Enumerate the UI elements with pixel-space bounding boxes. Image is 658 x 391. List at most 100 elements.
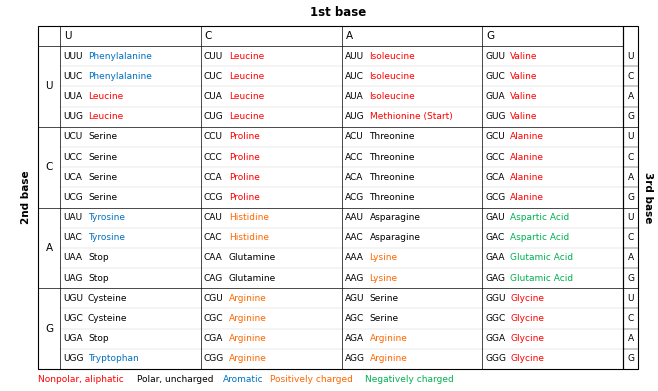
Text: CGC: CGC <box>204 314 223 323</box>
Text: Lysine: Lysine <box>370 253 397 262</box>
Text: ACC: ACC <box>345 152 363 161</box>
Text: Asparagine: Asparagine <box>370 233 420 242</box>
Text: Valine: Valine <box>510 52 538 61</box>
Text: C: C <box>627 233 634 242</box>
Text: Glutamic Acid: Glutamic Acid <box>510 274 573 283</box>
Text: Proline: Proline <box>229 152 260 161</box>
Text: GGG: GGG <box>485 354 506 363</box>
Text: AUU: AUU <box>345 52 364 61</box>
Text: UUU: UUU <box>63 52 82 61</box>
Text: U: U <box>45 81 53 91</box>
Text: A: A <box>345 31 353 41</box>
Text: Serine: Serine <box>88 132 117 141</box>
Text: G: G <box>627 354 634 363</box>
Text: C: C <box>205 31 212 41</box>
Text: AGC: AGC <box>345 314 364 323</box>
Text: Threonine: Threonine <box>370 193 415 202</box>
Text: Glycine: Glycine <box>510 334 544 343</box>
Text: U: U <box>627 294 634 303</box>
Text: AAA: AAA <box>345 253 363 262</box>
Text: Threonine: Threonine <box>370 132 415 141</box>
Text: C: C <box>627 152 634 161</box>
Text: Threonine: Threonine <box>370 173 415 182</box>
Text: Leucine: Leucine <box>88 92 123 101</box>
Text: UGC: UGC <box>63 314 83 323</box>
Text: CUC: CUC <box>204 72 223 81</box>
Text: Aspartic Acid: Aspartic Acid <box>510 213 570 222</box>
Text: Tyrosine: Tyrosine <box>88 213 125 222</box>
Text: 1st base: 1st base <box>310 7 366 20</box>
Text: Valine: Valine <box>510 72 538 81</box>
Text: Isoleucine: Isoleucine <box>370 72 415 81</box>
Text: A: A <box>628 253 634 262</box>
Text: Glutamic Acid: Glutamic Acid <box>510 253 573 262</box>
Text: Valine: Valine <box>510 92 538 101</box>
Text: Isoleucine: Isoleucine <box>370 92 415 101</box>
Text: UAC: UAC <box>63 233 82 242</box>
Text: AGG: AGG <box>345 354 365 363</box>
Text: UCG: UCG <box>63 193 83 202</box>
Text: Stop: Stop <box>88 253 109 262</box>
Text: UGU: UGU <box>63 294 83 303</box>
Bar <box>38 26 623 369</box>
Text: AGU: AGU <box>345 294 364 303</box>
Bar <box>623 26 638 369</box>
Text: GCU: GCU <box>485 132 505 141</box>
Text: UUG: UUG <box>63 112 83 121</box>
Text: 2nd base: 2nd base <box>21 171 31 224</box>
Text: Leucine: Leucine <box>229 92 264 101</box>
Text: Aspartic Acid: Aspartic Acid <box>510 233 570 242</box>
Text: Tryptophan: Tryptophan <box>88 354 139 363</box>
Text: C: C <box>627 72 634 81</box>
Text: Serine: Serine <box>370 294 399 303</box>
Text: Phenylalanine: Phenylalanine <box>88 52 152 61</box>
Text: CGA: CGA <box>204 334 223 343</box>
Text: UAU: UAU <box>63 213 82 222</box>
Text: Glycine: Glycine <box>510 294 544 303</box>
Text: CCA: CCA <box>204 173 222 182</box>
Text: GAC: GAC <box>485 233 505 242</box>
Text: Proline: Proline <box>229 193 260 202</box>
Text: CAC: CAC <box>204 233 222 242</box>
Text: C: C <box>627 314 634 323</box>
Text: AUG: AUG <box>345 112 364 121</box>
Text: Stop: Stop <box>88 274 109 283</box>
Text: UCU: UCU <box>63 132 82 141</box>
Text: ACA: ACA <box>345 173 363 182</box>
Text: GGA: GGA <box>485 334 505 343</box>
Text: CGU: CGU <box>204 294 224 303</box>
Text: Cysteine: Cysteine <box>88 294 128 303</box>
Text: CAA: CAA <box>204 253 222 262</box>
Text: Valine: Valine <box>510 112 538 121</box>
Text: AUA: AUA <box>345 92 363 101</box>
Text: Positively charged: Positively charged <box>270 375 353 384</box>
Text: A: A <box>45 243 53 253</box>
Text: UAG: UAG <box>63 274 82 283</box>
Text: U: U <box>64 31 72 41</box>
Text: GCG: GCG <box>485 193 505 202</box>
Text: Arginine: Arginine <box>229 334 266 343</box>
Text: Tyrosine: Tyrosine <box>88 233 125 242</box>
Text: Leucine: Leucine <box>229 72 264 81</box>
Text: Lysine: Lysine <box>370 274 397 283</box>
Text: Arginine: Arginine <box>370 354 407 363</box>
Text: AAC: AAC <box>345 233 363 242</box>
Text: Serine: Serine <box>88 152 117 161</box>
Text: Histidine: Histidine <box>229 213 268 222</box>
Text: Polar, uncharged: Polar, uncharged <box>138 375 214 384</box>
Text: Serine: Serine <box>370 314 399 323</box>
Text: A: A <box>628 92 634 101</box>
Text: Histidine: Histidine <box>229 233 268 242</box>
Text: Leucine: Leucine <box>229 112 264 121</box>
Text: G: G <box>627 112 634 121</box>
Text: Methionine (Start): Methionine (Start) <box>370 112 452 121</box>
Text: ACU: ACU <box>345 132 363 141</box>
Text: CUG: CUG <box>204 112 224 121</box>
Text: GUU: GUU <box>485 52 505 61</box>
Text: CGG: CGG <box>204 354 224 363</box>
Text: GAG: GAG <box>485 274 505 283</box>
Text: AGA: AGA <box>345 334 364 343</box>
Text: GAA: GAA <box>485 253 505 262</box>
Text: Arginine: Arginine <box>229 354 266 363</box>
Text: AAU: AAU <box>345 213 363 222</box>
